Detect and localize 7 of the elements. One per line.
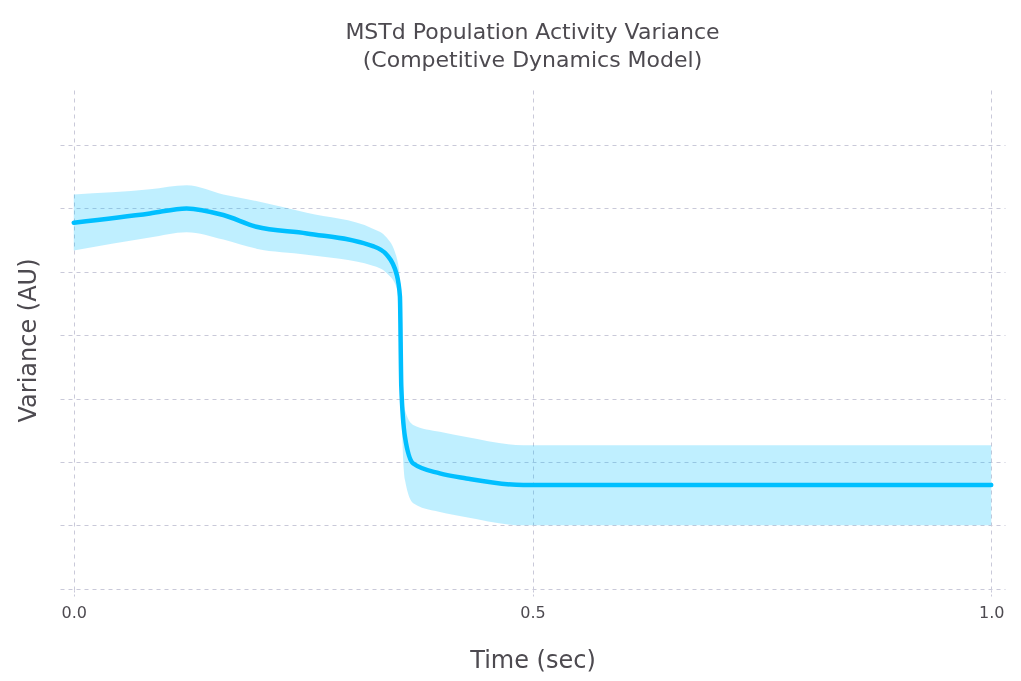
x-axis-title: Time (sec): [469, 645, 596, 674]
x-tick-label: 0.5: [520, 602, 546, 622]
y-axis-title: Variance (AU): [13, 258, 42, 423]
x-tick-label: 0.0: [61, 602, 87, 622]
x-tick-label: 1.0: [979, 602, 1005, 622]
text: MSTd Population Activity Variance: [345, 19, 720, 44]
text: (Competitive Dynamics Model): [362, 47, 703, 72]
